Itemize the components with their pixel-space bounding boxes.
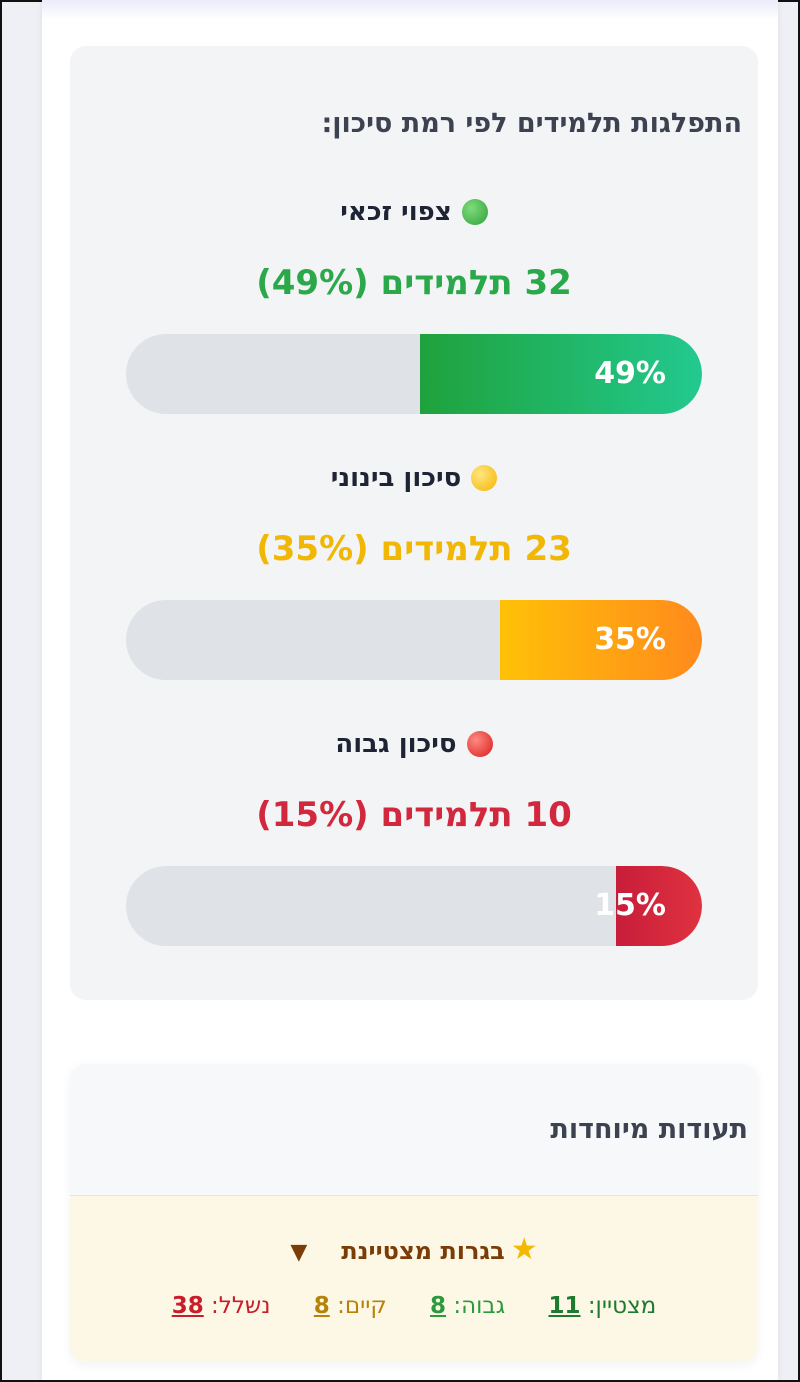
certificate-name: בגרות מצטיינת xyxy=(341,1237,505,1265)
top-header-shadow xyxy=(42,0,778,20)
risk-progress-fill xyxy=(500,600,702,680)
risk-level-label: סיכון בינוני xyxy=(126,458,702,498)
risk-level-label: צפוי זכאי xyxy=(126,192,702,232)
grade-label: נשלל: xyxy=(211,1293,271,1319)
risk-progress-track: 35% xyxy=(126,600,702,680)
certificate-header[interactable]: ★בגרות מצטיינת ▼ xyxy=(70,1230,758,1270)
grade-high: גבוה: 8 xyxy=(430,1293,505,1319)
risk-progress-percent: 49% xyxy=(594,356,666,391)
divider xyxy=(70,1195,758,1196)
grade-value[interactable]: 8 xyxy=(430,1293,447,1319)
grade-revoked: נשלל: 38 xyxy=(172,1293,271,1319)
risk-level-medium: סיכון בינוני 23 תלמידים (35%) 35% xyxy=(126,458,702,680)
risk-progress-fill xyxy=(419,334,702,414)
risk-progress-track: 15% xyxy=(126,866,702,946)
grade-exists: קיים: 8 xyxy=(314,1293,387,1319)
risk-progress-percent: 35% xyxy=(594,622,666,657)
risk-level-label: סיכון גבוה xyxy=(126,724,702,764)
risk-level-name: סיכון בינוני xyxy=(330,463,462,493)
grade-value[interactable]: 11 xyxy=(548,1293,581,1319)
risk-level-count: 23 תלמידים (35%) xyxy=(256,529,572,569)
grade-value[interactable]: 38 xyxy=(171,1293,204,1319)
risk-progress-fill xyxy=(615,866,702,946)
risk-level-count: 10 תלמידים (15%) xyxy=(256,795,572,835)
star-icon: ★ xyxy=(510,1232,538,1267)
grade-label: מצטיין: xyxy=(587,1293,657,1319)
grade-label: גבוה: xyxy=(453,1293,506,1319)
red-circle-icon xyxy=(466,731,493,757)
collapse-toggle-icon[interactable]: ▼ xyxy=(290,1240,308,1265)
risk-level-name: צפוי זכאי xyxy=(340,197,452,227)
risk-level-name: סיכון גבוה xyxy=(335,729,457,759)
risk-level-count: 32 תלמידים (49%) xyxy=(256,263,572,303)
risk-progress-track: 49% xyxy=(126,334,702,414)
certificate-grade-breakdown: מצטיין: 11 גבוה: 8 קיים: 8 נשלל: 38 xyxy=(70,1288,758,1324)
grade-excellent: מצטיין: 11 xyxy=(548,1293,656,1319)
special-certificates-title: תעודות מיוחדות xyxy=(550,1114,748,1145)
grade-value[interactable]: 8 xyxy=(313,1293,330,1319)
risk-level-high: סיכון גבוה 10 תלמידים (15%) 15% xyxy=(126,724,702,946)
risk-distribution-title: התפלגות תלמידים לפי רמת סיכון: xyxy=(321,108,742,139)
certificate-item[interactable]: ★בגרות מצטיינת ▼ מצטיין: 11 גבוה: 8 קיים:… xyxy=(70,1196,758,1362)
risk-level-likely-eligible: צפוי זכאי 32 תלמידים (49%) 49% xyxy=(126,192,702,414)
risk-distribution-card xyxy=(70,46,758,1000)
yellow-circle-icon xyxy=(471,465,498,491)
grade-label: קיים: xyxy=(337,1293,387,1319)
green-circle-icon xyxy=(461,199,488,225)
risk-progress-percent: 15% xyxy=(594,888,666,923)
